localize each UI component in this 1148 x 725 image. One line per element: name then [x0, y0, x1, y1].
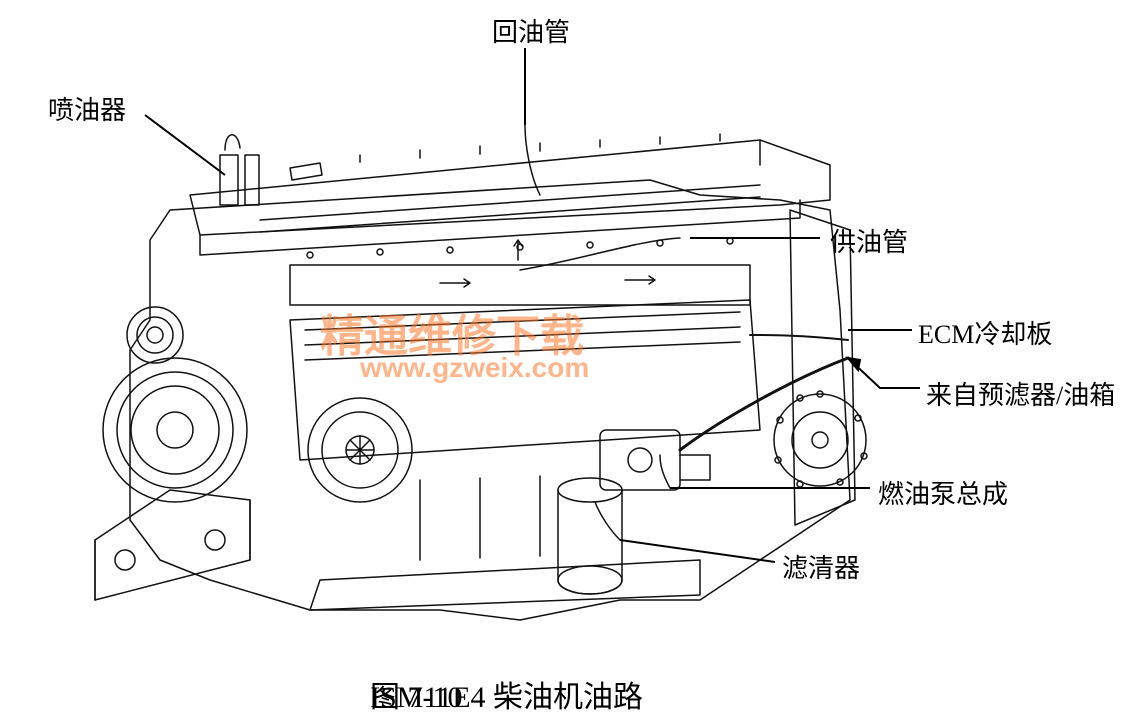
label-filter: 滤清器 — [782, 548, 860, 585]
diagram-container: 精通维修下载 www.gzweix.com 回油管 喷油器 供油管 ECM冷却板… — [0, 0, 1148, 725]
engine-diagram-svg — [0, 0, 1148, 725]
label-injector: 喷油器 — [48, 90, 126, 127]
label-fuel-pump: 燃油泵总成 — [878, 474, 1008, 511]
label-from-prefilter: 来自预滤器/油箱 — [926, 375, 1115, 412]
label-supply-pipe: 供油管 — [830, 222, 908, 259]
label-ecm-plate: ECM冷却板 — [918, 314, 1052, 351]
label-return-pipe: 回油管 — [492, 12, 570, 49]
caption-main: ISM11E4 柴油机油路 — [370, 672, 643, 716]
